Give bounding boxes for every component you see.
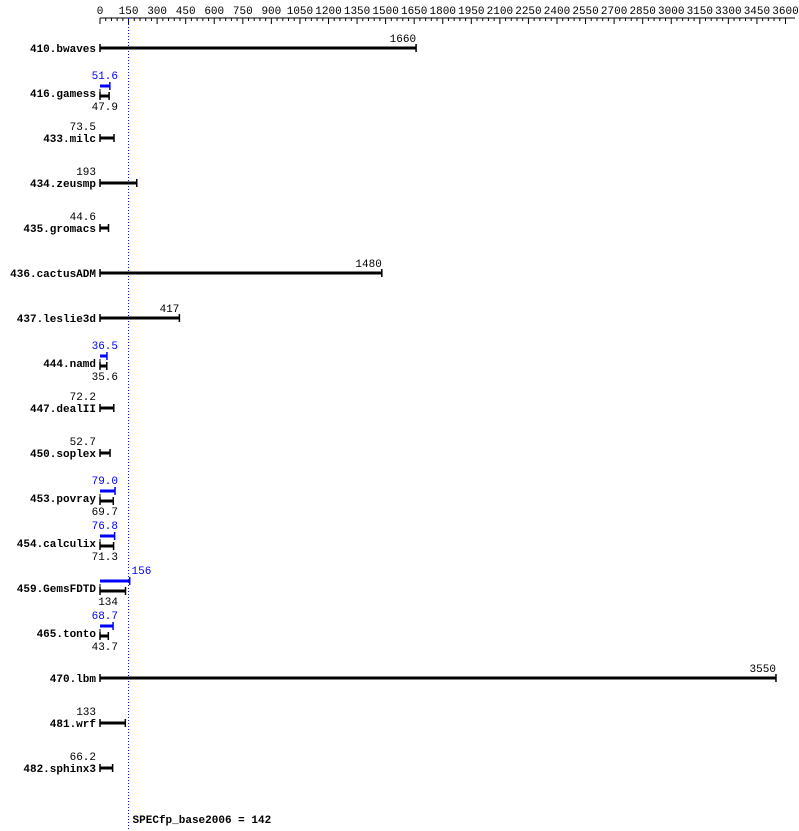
peak-value-label: 68.7	[92, 611, 118, 623]
base-value-label: 47.9	[92, 102, 118, 114]
axis-tick-label: 150	[119, 6, 139, 18]
benchmark-name: 434.zeusmp	[30, 179, 96, 191]
benchmark-name: 450.soplex	[30, 449, 96, 461]
benchmark-name: 416.gamess	[30, 89, 96, 101]
base-value-label: 193	[76, 167, 96, 179]
axis-tick-label: 1500	[372, 6, 398, 18]
benchmark-name: 433.milc	[43, 134, 96, 146]
base-value-label: 134	[98, 597, 118, 609]
benchmark-name: 459.GemsFDTD	[17, 584, 97, 596]
benchmark-name: 465.tonto	[37, 629, 97, 641]
axis-tick-label: 450	[176, 6, 196, 18]
base-value-label: 71.3	[92, 552, 118, 564]
peak-value-label: 51.6	[92, 71, 118, 83]
benchmark-name: 454.calculix	[17, 539, 97, 551]
axis-tick-label: 2850	[629, 6, 655, 18]
peak-value-label: 79.0	[92, 476, 118, 488]
peak-value-label: 76.8	[92, 521, 118, 533]
axis-tick-label: 3000	[658, 6, 684, 18]
axis-tick-label: 750	[233, 6, 253, 18]
base-value-label: 43.7	[92, 642, 118, 654]
axis-tick-label: 900	[261, 6, 281, 18]
benchmark-name: 447.dealII	[30, 404, 96, 416]
base-value-label: 52.7	[70, 437, 96, 449]
axis-tick-label: 3300	[715, 6, 741, 18]
benchmark-name: 481.wrf	[50, 719, 97, 731]
spec-benchmark-chart: 0150300450600750900105012001350150016501…	[0, 0, 799, 831]
axis-tick-label: 1800	[430, 6, 456, 18]
axis-tick-label: 1650	[401, 6, 427, 18]
base-value-label: 35.6	[92, 372, 118, 384]
base-value-label: 3550	[750, 664, 776, 676]
axis-tick-label: 2550	[572, 6, 598, 18]
benchmark-name: 470.lbm	[50, 674, 97, 686]
axis-tick-label: 2400	[544, 6, 570, 18]
axis-tick-label: 300	[147, 6, 167, 18]
base-value-label: 1480	[355, 259, 381, 271]
benchmark-name: 435.gromacs	[23, 224, 96, 236]
base-value-label: 1660	[390, 34, 416, 46]
base-value-label: 73.5	[70, 122, 96, 134]
footer-base-score: SPECfp_base2006 = 142	[133, 815, 272, 827]
base-value-label: 72.2	[70, 392, 96, 404]
base-value-label: 66.2	[70, 752, 96, 764]
base-value-label: 133	[76, 707, 96, 719]
peak-value-label: 156	[132, 566, 152, 578]
axis-tick-label: 1350	[344, 6, 370, 18]
axis-tick-label: 3450	[744, 6, 770, 18]
benchmark-name: 436.cactusADM	[10, 269, 96, 281]
axis-tick-label: 3150	[687, 6, 713, 18]
benchmark-name: 410.bwaves	[30, 44, 96, 56]
axis-tick-label: 2250	[515, 6, 541, 18]
axis-tick-label: 3600	[772, 6, 798, 18]
base-value-label: 417	[160, 304, 180, 316]
base-value-label: 44.6	[70, 212, 96, 224]
axis-tick-label: 1950	[458, 6, 484, 18]
axis-tick-label: 0	[97, 6, 104, 18]
benchmark-name: 437.leslie3d	[17, 314, 96, 326]
axis-tick-label: 2100	[487, 6, 513, 18]
axis-tick-label: 1050	[287, 6, 313, 18]
axis-tick-label: 600	[204, 6, 224, 18]
benchmark-name: 482.sphinx3	[23, 764, 96, 776]
base-value-label: 69.7	[92, 507, 118, 519]
axis-tick-label: 1200	[315, 6, 341, 18]
axis-tick-label: 2700	[601, 6, 627, 18]
peak-value-label: 36.5	[92, 341, 118, 353]
benchmark-name: 444.namd	[43, 359, 96, 371]
benchmark-name: 453.povray	[30, 494, 96, 506]
